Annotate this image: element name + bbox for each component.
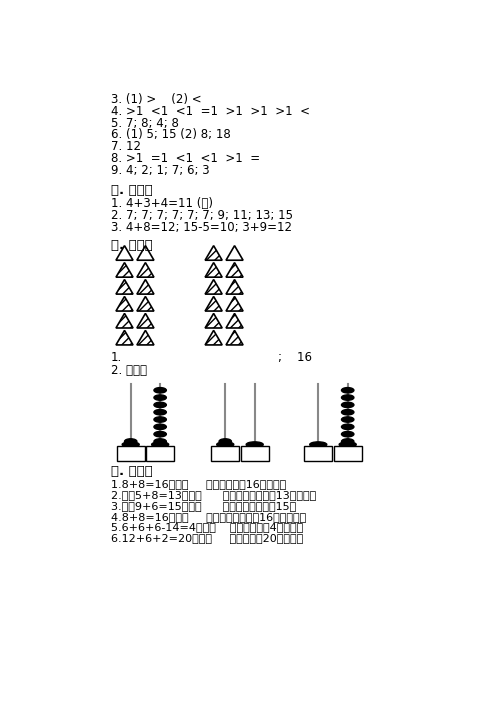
Text: 2.解：5+8=13（个）      答：两个班一共有13个毽子。: 2.解：5+8=13（个） 答：两个班一共有13个毽子。: [110, 490, 316, 500]
Ellipse shape: [246, 442, 263, 447]
Ellipse shape: [124, 439, 137, 444]
Ellipse shape: [154, 409, 166, 415]
Text: 五. 作图题: 五. 作图题: [110, 239, 152, 252]
Ellipse shape: [342, 439, 354, 444]
Ellipse shape: [154, 424, 166, 430]
Bar: [212, 446, 239, 462]
Ellipse shape: [154, 439, 166, 444]
Text: 7. 12: 7. 12: [110, 140, 140, 154]
Text: 1.: 1.: [110, 351, 122, 365]
Ellipse shape: [154, 431, 166, 437]
Text: 2. 如图：: 2. 如图：: [110, 364, 146, 377]
Bar: [334, 446, 361, 462]
Ellipse shape: [339, 442, 356, 447]
Ellipse shape: [216, 442, 234, 447]
Text: 3. (1) >    (2) <: 3. (1) > (2) <: [110, 93, 201, 105]
Text: 6.12+6+2=20（个）     答：一共有20个水饺。: 6.12+6+2=20（个） 答：一共有20个水饺。: [110, 533, 303, 543]
Text: 十位: 十位: [124, 449, 138, 459]
Text: 4. >1  <1  <1  =1  >1  >1  >1  <: 4. >1 <1 <1 =1 >1 >1 >1 <: [110, 105, 310, 118]
Ellipse shape: [152, 442, 168, 447]
Ellipse shape: [219, 439, 232, 444]
Ellipse shape: [342, 431, 354, 437]
Text: 六. 解答题: 六. 解答题: [110, 465, 152, 479]
Text: 个位: 个位: [341, 449, 354, 459]
Ellipse shape: [342, 402, 354, 408]
Text: 1. 4+3+4=11 (朵): 1. 4+3+4=11 (朵): [110, 197, 212, 210]
Text: 8. >1  =1  <1  <1  >1  =: 8. >1 =1 <1 <1 >1 =: [110, 152, 260, 166]
Ellipse shape: [122, 442, 139, 447]
Text: 6. (1) 5; 15 (2) 8; 18: 6. (1) 5; 15 (2) 8; 18: [110, 128, 230, 142]
Ellipse shape: [154, 417, 166, 422]
Text: 个位: 个位: [154, 449, 167, 459]
Ellipse shape: [342, 387, 354, 393]
Ellipse shape: [342, 395, 354, 400]
Ellipse shape: [310, 442, 327, 447]
Ellipse shape: [154, 402, 166, 408]
Text: 5. 7; 8; 4; 8: 5. 7; 8; 4; 8: [110, 117, 178, 130]
Text: 3. 4+8=12; 15-5=10; 3+9=12: 3. 4+8=12; 15-5=10; 3+9=12: [110, 221, 292, 234]
Bar: [304, 446, 332, 462]
Text: 4.8+8=16（条）     答：他们一共养了16条小金鱼。: 4.8+8=16（条） 答：他们一共养了16条小金鱼。: [110, 512, 306, 522]
Text: 2. 7; 7; 7; 7; 7; 7; 9; 11; 13; 15: 2. 7; 7; 7; 7; 7; 7; 9; 11; 13; 15: [110, 209, 292, 222]
Text: 9. 4; 2; 1; 7; 6; 3: 9. 4; 2; 1; 7; 6; 3: [110, 164, 209, 177]
Bar: [241, 446, 268, 462]
Ellipse shape: [342, 424, 354, 430]
Text: 四. 计算题: 四. 计算题: [110, 184, 152, 197]
Text: 3.解：9+6=15（元）      答：买一个文具盒15。: 3.解：9+6=15（元） 答：买一个文具盒15。: [110, 501, 296, 510]
Ellipse shape: [342, 417, 354, 422]
Text: 5.6+6+6-14=4（个）    答：现在还有4个气球。: 5.6+6+6-14=4（个） 答：现在还有4个气球。: [110, 523, 303, 532]
Text: 十位: 十位: [312, 449, 325, 459]
Text: 十位: 十位: [218, 449, 232, 459]
Ellipse shape: [154, 387, 166, 393]
Text: 1.8+8=16（面）     答：一共需要16面旗帜。: 1.8+8=16（面） 答：一共需要16面旗帜。: [110, 479, 286, 489]
Ellipse shape: [154, 395, 166, 400]
Ellipse shape: [342, 409, 354, 415]
Bar: [117, 446, 144, 462]
Text: ;    16: ; 16: [278, 351, 312, 365]
Text: 个位: 个位: [248, 449, 262, 459]
Bar: [146, 446, 174, 462]
